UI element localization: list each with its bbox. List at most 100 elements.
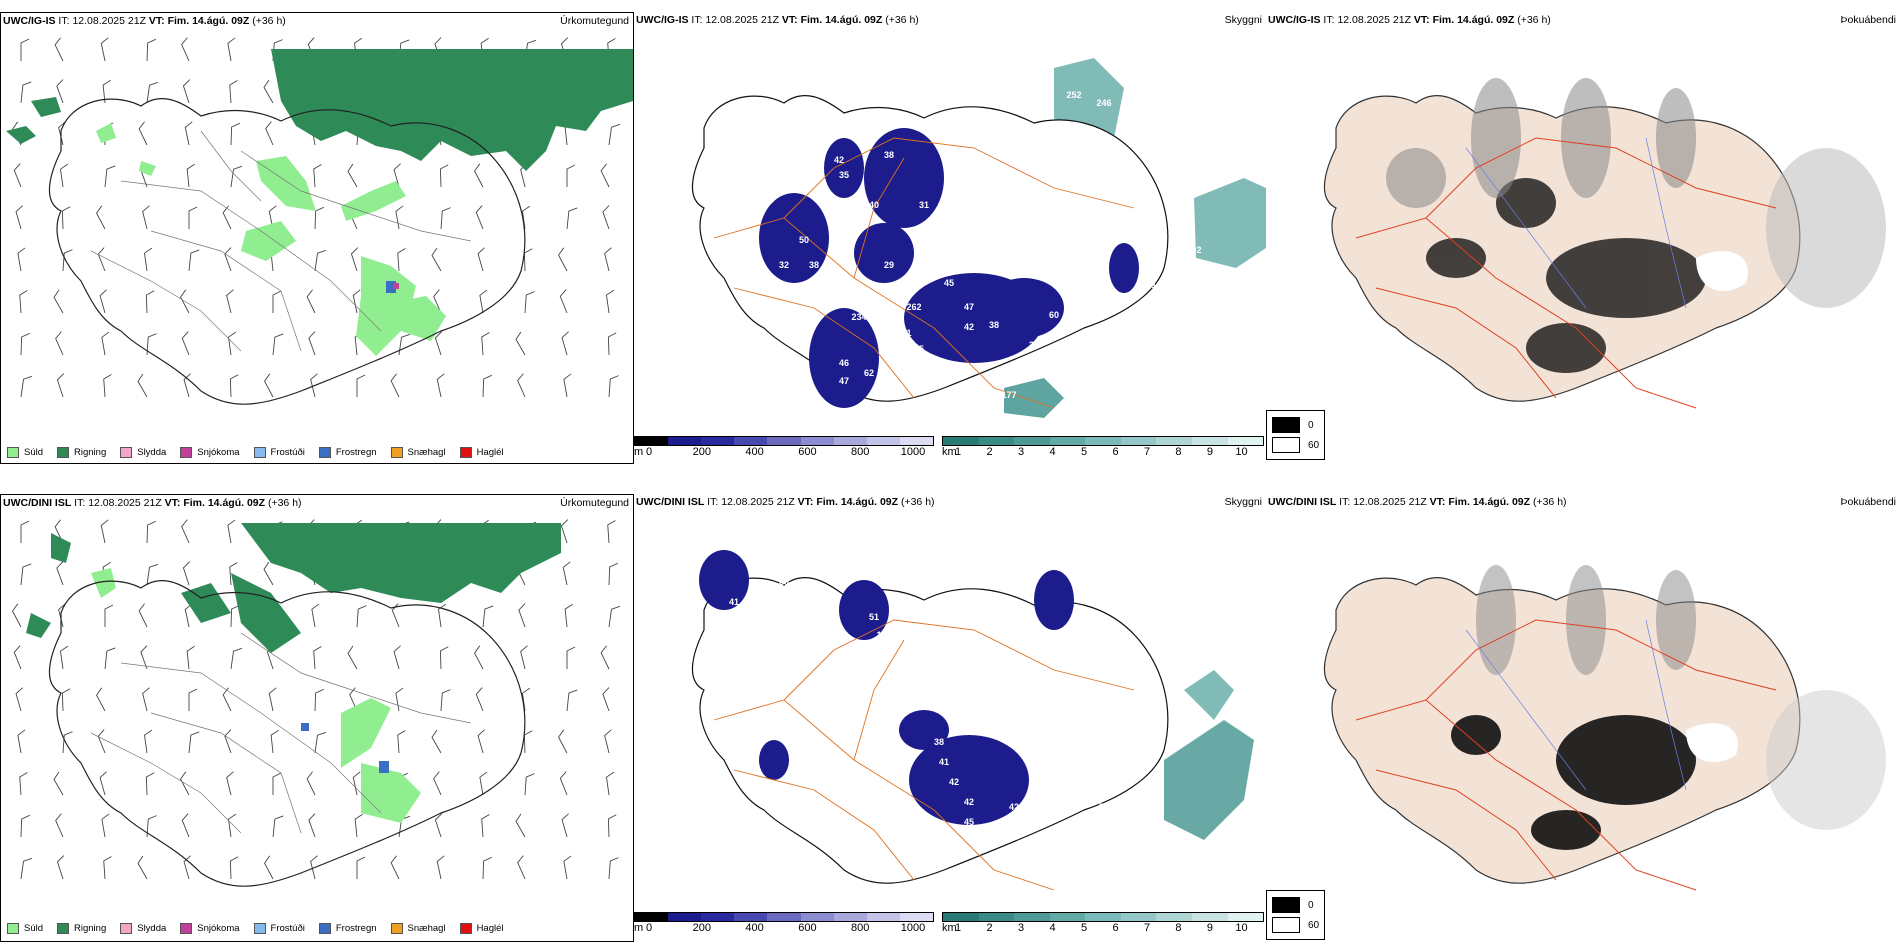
- scale-tick-label: 8: [1175, 446, 1182, 458]
- cloud-base-value: 32: [779, 260, 789, 270]
- wind-barb: [314, 206, 324, 230]
- wind-barb: [440, 689, 451, 712]
- wind-barb: [600, 163, 610, 188]
- wind-barb: [475, 205, 484, 230]
- scale-swatch: [635, 437, 669, 445]
- wind-barb: [60, 163, 69, 188]
- wind-barb: [227, 37, 236, 62]
- wind-barb: [60, 645, 69, 670]
- wind-barb: [146, 563, 159, 586]
- wind-barb: [181, 331, 190, 356]
- wind-barb: [97, 247, 106, 272]
- wind-barb: [397, 248, 406, 272]
- wind-barb: [20, 81, 32, 104]
- cloud-base-value: 42: [964, 797, 974, 807]
- wind-barb: [436, 373, 445, 398]
- wind-barb: [20, 814, 30, 838]
- wind-barb: [227, 519, 236, 544]
- wind-barb: [229, 856, 239, 880]
- cloud-base-value: 38: [839, 762, 849, 772]
- cloud-base-value: 46: [839, 358, 849, 368]
- legend-item-frostregn: Frostregn: [318, 922, 377, 934]
- wind-barb: [602, 687, 610, 712]
- scale-swatch: [943, 913, 979, 921]
- cloud-base-value: 45: [944, 278, 954, 288]
- wind-barb: [347, 645, 358, 670]
- wind-barb: [270, 729, 279, 754]
- wind-barb: [104, 165, 116, 188]
- legend-item-slydda: Slydda: [120, 922, 166, 934]
- wind-barb: [138, 121, 148, 146]
- wind-barb: [433, 289, 442, 314]
- wind-barb: [391, 603, 400, 628]
- cloud-base-value: 102: [876, 630, 891, 640]
- row1-fog-legend: 0 60: [1266, 410, 1326, 460]
- wind-barb: [54, 519, 64, 544]
- row1-precip-panel: UWC/IG-IS IT: 12.08.2025 21Z VT: Fim. 14…: [0, 12, 634, 464]
- row1-fog-header: UWC/IG-IS IT: 12.08.2025 21Z VT: Fim. 14…: [1268, 14, 1896, 26]
- wind-barb: [55, 331, 64, 356]
- row2-cloud-title: Skyggni: [1224, 496, 1262, 508]
- legend-item-snjokoma: Snjókoma: [180, 922, 240, 934]
- wind-barb: [17, 729, 26, 754]
- cloud-base-value: 55: [1079, 797, 1089, 807]
- cloud-base-value: 108: [1151, 280, 1166, 290]
- wind-barb: [517, 855, 526, 880]
- wind-barb: [13, 645, 22, 670]
- scale-tick-label: 10: [1235, 446, 1248, 458]
- scale-swatch: [1191, 913, 1228, 921]
- wind-barb: [314, 688, 324, 712]
- wind-barb: [99, 289, 107, 314]
- scale-tick-label: 1000: [900, 446, 926, 458]
- scale-swatch: [734, 437, 768, 445]
- scale-swatch: [978, 913, 1015, 921]
- scale-tick-label: 2: [986, 922, 993, 934]
- wind-barb: [523, 248, 533, 272]
- scale-swatch: [1227, 437, 1264, 445]
- scale-tick-label: 800: [851, 446, 870, 458]
- wind-barb: [99, 771, 107, 796]
- scale-tick-label: 7: [1143, 446, 1151, 458]
- wind-barb: [390, 855, 400, 880]
- legend-item-haglel: Haglél: [459, 922, 504, 934]
- scale-tick-label: 3: [1018, 446, 1025, 458]
- scale-swatch: [1227, 913, 1264, 921]
- wind-barb: [608, 857, 619, 880]
- wind-barb: [356, 856, 366, 879]
- scale-swatch: [866, 913, 900, 921]
- wind-barb: [607, 814, 617, 838]
- row2-fog-panel: UWC/DINI ISL IT: 12.08.2025 21Z VT: Fim.…: [1266, 494, 1900, 942]
- row2-precip-title: Úrkomutegund: [560, 497, 629, 509]
- scale-swatch: [1156, 913, 1192, 921]
- wind-barb: [15, 687, 23, 712]
- wind-barb: [61, 688, 71, 712]
- scale-tick-label: 10: [1235, 922, 1248, 934]
- wind-barb: [264, 855, 274, 880]
- wind-barb: [563, 373, 572, 398]
- wind-barb: [20, 520, 30, 543]
- scale-swatch: [1156, 437, 1192, 445]
- wind-barb: [436, 855, 445, 880]
- cloud-base-value: 93: [1094, 138, 1104, 148]
- wind-barb: [61, 206, 71, 230]
- scale-tick-label: 5: [1080, 922, 1088, 934]
- wind-barb: [58, 603, 66, 628]
- scale-swatch: [899, 437, 933, 445]
- wind-barb: [434, 331, 443, 356]
- wind-barb: [145, 290, 155, 314]
- scale-tick-label: 0: [645, 922, 653, 934]
- wind-barb: [58, 121, 66, 146]
- wind-barb: [306, 771, 316, 796]
- legend-item-sudd: Súld: [7, 922, 43, 934]
- scale-tick-label: 4: [1049, 922, 1056, 934]
- row2-fog-map: [1323, 565, 1886, 891]
- wind-barb: [17, 247, 26, 272]
- wind-barb: [101, 813, 110, 838]
- scale-swatch: [767, 913, 801, 921]
- cloud-base-value: 102: [1186, 245, 1201, 255]
- wind-barb: [188, 688, 198, 711]
- wind-barb: [264, 373, 274, 398]
- wind-barb: [515, 813, 526, 838]
- wind-barb: [481, 814, 490, 838]
